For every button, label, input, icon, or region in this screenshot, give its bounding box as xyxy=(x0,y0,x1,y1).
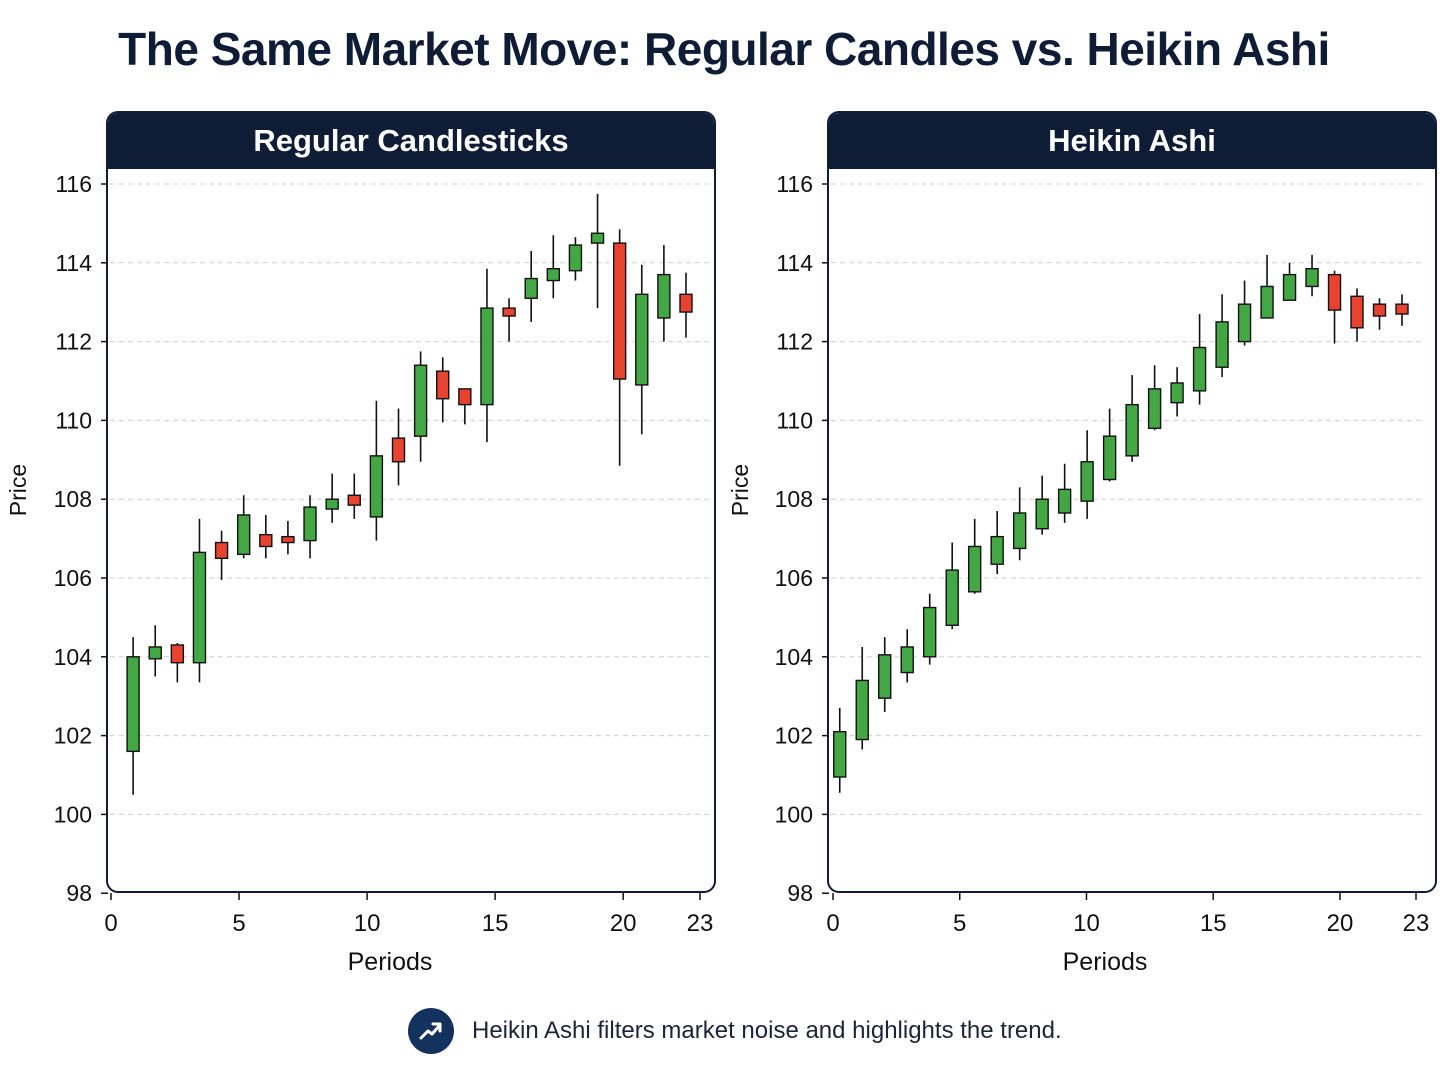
heikin-ashi-y-tick-label: 116 xyxy=(776,171,813,197)
heikin-ashi-y-tick-label: 108 xyxy=(775,486,813,512)
regular-y-tick-label: 108 xyxy=(54,486,92,512)
regular-chart-title: Regular Candlesticks xyxy=(108,113,714,169)
heikin-ashi-y-tick-label: 110 xyxy=(776,407,813,433)
heikin-ashi-candle-body xyxy=(1170,382,1184,404)
heikin-ashi-y-tick-label: 102 xyxy=(775,723,813,749)
regular-y-tick-label: 110 xyxy=(55,407,92,433)
heikin-ashi-y-tick-label: 114 xyxy=(776,250,813,276)
heikin-ashi-candle-body xyxy=(1215,321,1229,368)
regular-candle-body xyxy=(657,273,671,319)
heikin-ashi-x-tick-label: 15 xyxy=(1200,910,1227,937)
heikin-ashi-candle-body xyxy=(1035,498,1049,530)
regular-candle-body xyxy=(612,242,627,380)
heikin-ashi-x-tick-label: 23 xyxy=(1403,910,1430,937)
regular-candle-body xyxy=(391,437,406,463)
regular-candle-body xyxy=(347,494,361,506)
regular-x-tick-label: 5 xyxy=(232,910,245,937)
regular-y-tick-label: 114 xyxy=(55,250,92,276)
heikin-ashi-x-axis-label: Periods xyxy=(1063,948,1148,976)
regular-candle-body xyxy=(126,656,140,753)
heikin-ashi-candle-body xyxy=(923,606,937,658)
regular-candle-body xyxy=(281,535,295,544)
regular-candle-body xyxy=(458,388,472,406)
footnote-text: Heikin Ashi filters market noise and hig… xyxy=(472,1017,1062,1044)
regular-y-tick-label: 98 xyxy=(66,880,92,906)
heikin-ashi-y-tick-label: 106 xyxy=(775,565,813,591)
heikin-ashi-candle-body xyxy=(1012,512,1027,550)
footnote: Heikin Ashi filters market noise and hig… xyxy=(408,1008,1062,1054)
regular-x-axis-label: Periods xyxy=(348,948,433,976)
regular-x-tick-label: 0 xyxy=(104,910,117,937)
regular-candle-body xyxy=(148,646,162,660)
heikin-ashi-candle-body xyxy=(900,646,914,674)
heikin-ashi-candle-body xyxy=(945,569,959,626)
heikin-ashi-candle-body xyxy=(1125,403,1139,457)
regular-candle-body xyxy=(568,244,583,272)
regular-candle-body xyxy=(236,514,251,556)
regular-x-tick-label: 23 xyxy=(687,910,714,937)
heikin-ashi-candle-body xyxy=(1080,461,1094,502)
heikin-ashi-candle-body xyxy=(1057,488,1072,514)
heikin-ashi-candle-body xyxy=(855,679,869,741)
heikin-ashi-x-tick-label: 0 xyxy=(826,910,839,937)
heikin-ashi-candle-body xyxy=(967,545,982,593)
heikin-ashi-candle-body xyxy=(1395,303,1409,315)
regular-y-tick-label: 112 xyxy=(55,329,92,355)
regular-candle-body xyxy=(546,268,561,282)
heikin-ashi-candle-body xyxy=(1192,346,1207,392)
regular-candle-body xyxy=(369,455,384,518)
regular-candle-body xyxy=(590,232,605,244)
heikin-ashi-chart-title: Heikin Ashi xyxy=(829,113,1435,169)
trend-up-icon xyxy=(408,1008,454,1054)
page-title: The Same Market Move: Regular Candles vs… xyxy=(118,23,1330,75)
regular-candle-body xyxy=(679,293,693,313)
regular-candle-body xyxy=(502,307,516,317)
regular-candle-body xyxy=(436,370,450,400)
heikin-ashi-y-axis-label: Price xyxy=(727,464,753,516)
regular-y-tick-label: 102 xyxy=(54,723,92,749)
heikin-ashi-candle-body xyxy=(990,535,1004,565)
regular-candle-body xyxy=(524,277,538,299)
regular-y-axis-label: Price xyxy=(5,464,31,516)
regular-candle-body xyxy=(480,307,494,406)
regular-y-tick-label: 116 xyxy=(55,171,92,197)
regular-candle-body xyxy=(635,293,649,386)
regular-x-tick-label: 20 xyxy=(610,910,637,937)
heikin-ashi-y-tick-label: 112 xyxy=(776,329,813,355)
regular-candle-body xyxy=(303,506,317,542)
heikin-ashi-candle-body xyxy=(1372,303,1387,317)
heikin-ashi-candle-body xyxy=(878,654,892,699)
regular-y-tick-label: 100 xyxy=(54,801,92,827)
regular-candle-body xyxy=(170,644,185,664)
heikin-ashi-x-tick-label: 10 xyxy=(1073,910,1100,937)
heikin-ashi-candle-body xyxy=(1147,388,1162,429)
heikin-ashi-candle-body xyxy=(1260,285,1274,319)
regular-candle-body xyxy=(192,551,207,664)
heikin-ashi-y-tick-label: 104 xyxy=(775,644,814,670)
regular-y-tick-label: 106 xyxy=(54,565,92,591)
regular-candle-body xyxy=(325,498,339,510)
heikin-ashi-chart-panel: Heikin Ashi xyxy=(827,111,1437,893)
heikin-ashi-candle-body xyxy=(1282,273,1297,301)
regular-candle-body xyxy=(259,533,273,548)
heikin-ashi-y-tick-label: 98 xyxy=(787,880,813,906)
heikin-ashi-candle-body xyxy=(1327,273,1342,311)
heikin-ashi-candle-body xyxy=(833,730,847,778)
regular-candle-body xyxy=(413,364,428,437)
heikin-ashi-x-tick-label: 5 xyxy=(953,910,966,937)
regular-chart-panel: Regular Candlesticks xyxy=(106,111,716,893)
heikin-ashi-candle-body xyxy=(1350,295,1364,329)
regular-x-tick-label: 15 xyxy=(482,910,509,937)
heikin-ashi-candle-body xyxy=(1237,303,1252,343)
heikin-ashi-candle-body xyxy=(1102,435,1117,481)
heikin-ashi-y-tick-label: 100 xyxy=(775,801,813,827)
heikin-ashi-candle-body xyxy=(1305,268,1319,288)
regular-candle-body xyxy=(214,541,229,559)
regular-x-tick-label: 10 xyxy=(354,910,381,937)
heikin-ashi-x-tick-label: 20 xyxy=(1327,910,1354,937)
regular-y-tick-label: 104 xyxy=(54,644,93,670)
